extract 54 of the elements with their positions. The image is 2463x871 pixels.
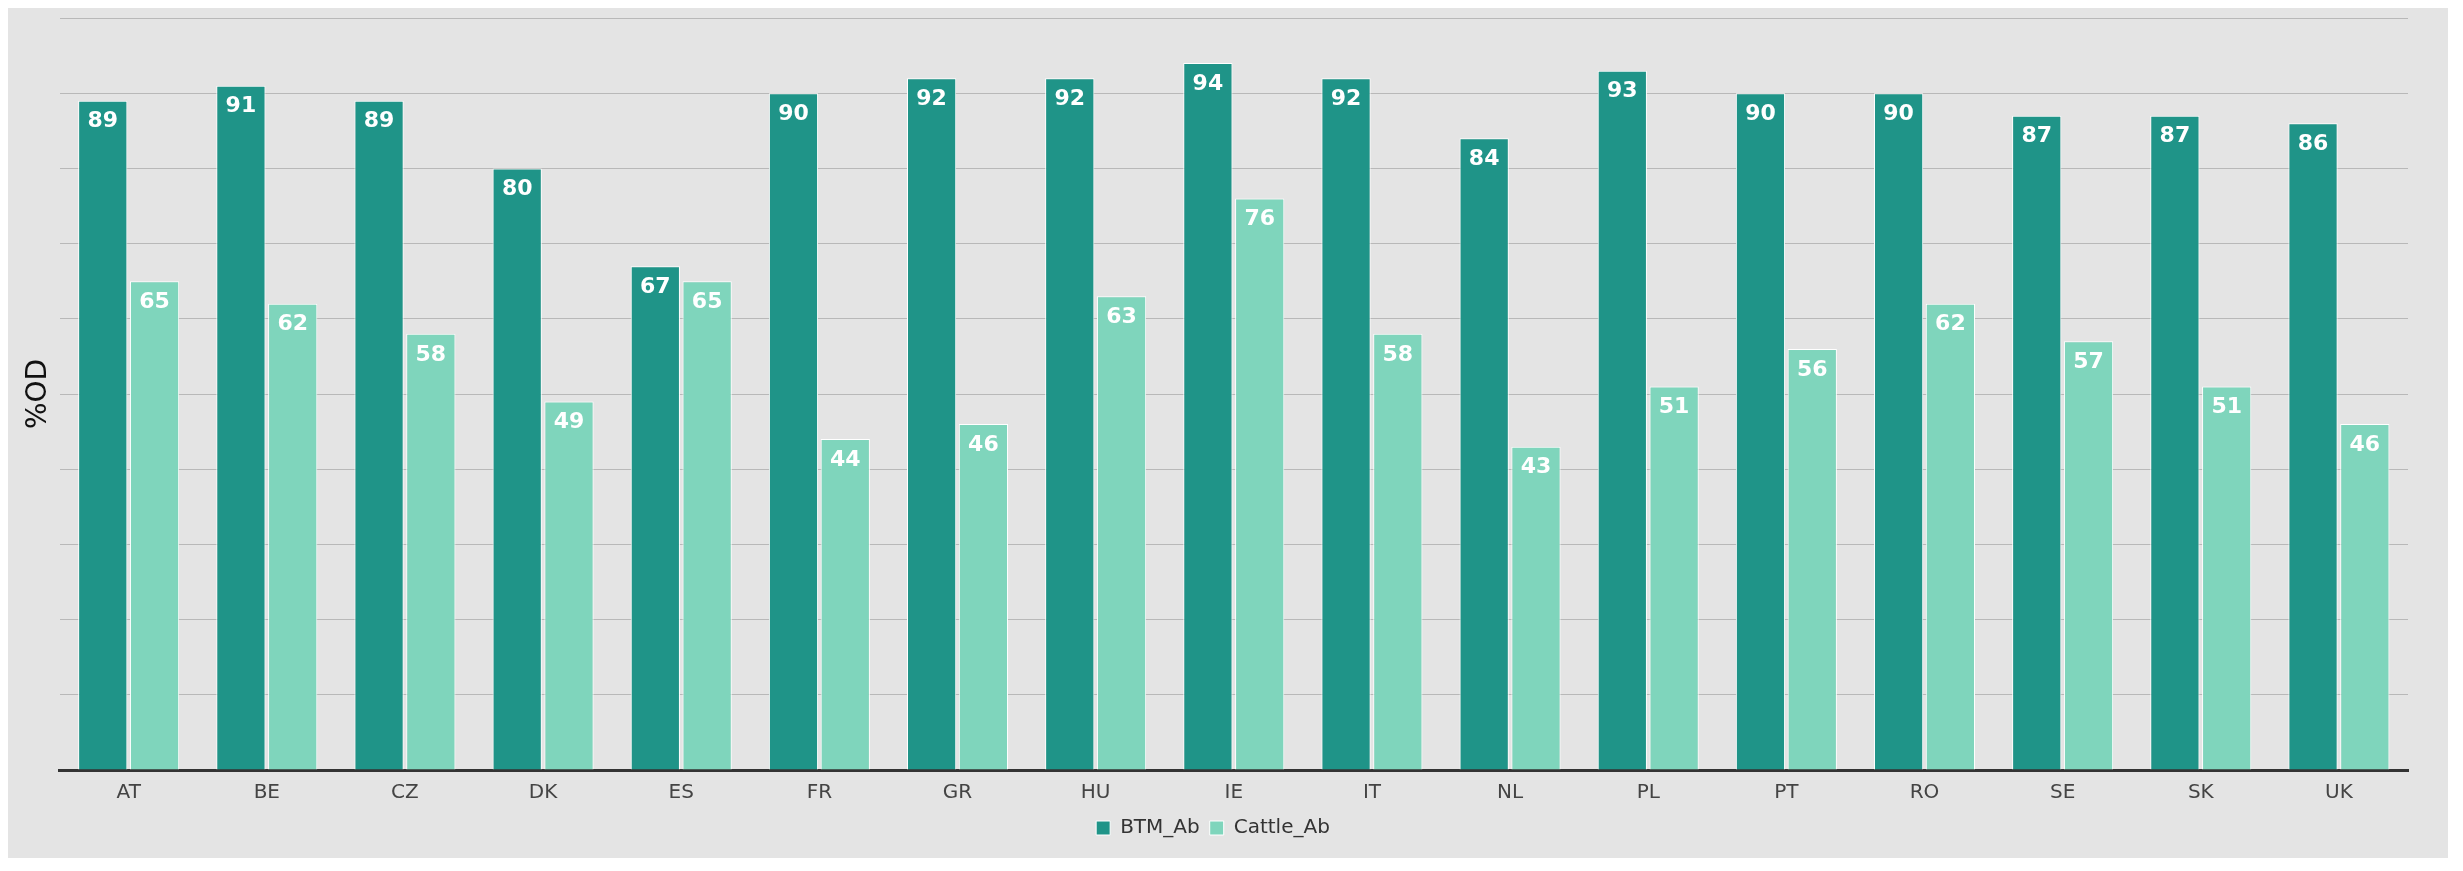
data-label: 58: [415, 340, 447, 366]
data-label: 89: [87, 107, 119, 133]
data-label: 51: [2211, 393, 2242, 419]
x-tick-label: IE: [1224, 779, 1244, 804]
data-label: 92: [1330, 84, 1362, 110]
y-axis-title: %OD: [20, 358, 54, 430]
data-label: 76: [1244, 205, 1276, 231]
data-label: 43: [1520, 453, 1552, 479]
legend-label: Cattle_Ab: [1233, 814, 1330, 839]
data-label: 90: [1745, 99, 1776, 125]
x-tick-label: GR: [942, 779, 973, 804]
data-label: 46: [968, 430, 999, 456]
data-label: 87: [2159, 122, 2191, 148]
x-tick-label: PL: [1636, 779, 1661, 804]
x-tick-label: PT: [1774, 779, 1800, 804]
data-label: 51: [1658, 393, 1690, 419]
data-label: 93: [1607, 77, 1638, 103]
x-tick-label: UK: [2325, 779, 2354, 804]
x-tick-label: IT: [1362, 779, 1382, 804]
data-label: 87: [2021, 122, 2053, 148]
x-tick-label: FR: [806, 779, 833, 804]
data-label: 65: [139, 287, 170, 313]
data-label: 91: [225, 92, 257, 118]
data-label: 89: [363, 107, 395, 133]
data-label: 63: [1106, 302, 1137, 328]
data-label: 65: [691, 287, 723, 313]
data-label: 58: [1382, 340, 1414, 366]
data-label: 86: [2297, 130, 2329, 155]
x-tick-label: SK: [2187, 779, 2215, 804]
data-label: 90: [1883, 99, 1914, 125]
data-label: 67: [640, 272, 671, 298]
data-label: 56: [1796, 355, 1828, 381]
x-tick-label: DK: [528, 779, 559, 804]
data-label: 62: [277, 310, 309, 336]
x-tick-label: RO: [1909, 779, 1940, 804]
data-label: 49: [553, 408, 585, 434]
data-label: 57: [2073, 348, 2104, 374]
data-label: 92: [1054, 84, 1086, 110]
data-label: 44: [829, 445, 861, 471]
x-tick-label: SE: [2049, 779, 2076, 804]
data-label: 84: [1468, 145, 1500, 171]
x-tick-label: ES: [668, 779, 694, 804]
x-tick-label: HU: [1080, 779, 1111, 804]
x-tick-label: AT: [116, 779, 142, 804]
x-tick-label: CZ: [391, 779, 419, 804]
data-label: 62: [1935, 310, 1966, 336]
data-label: 90: [778, 99, 809, 125]
legend-label: BTM_Ab: [1120, 814, 1200, 839]
data-label: 80: [501, 175, 533, 201]
data-label: 46: [2349, 430, 2381, 456]
x-tick-label: NL: [1497, 779, 1524, 804]
data-label: 92: [916, 84, 947, 110]
data-label: 94: [1192, 69, 1224, 95]
x-tick-label: BE: [253, 779, 280, 804]
